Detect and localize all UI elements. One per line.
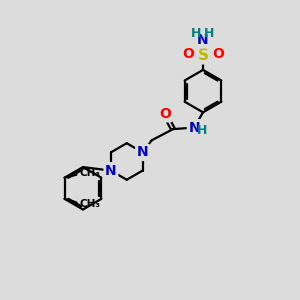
Text: N: N [188, 121, 200, 135]
Text: O: O [212, 47, 224, 61]
Text: S: S [197, 48, 208, 63]
Text: O: O [159, 107, 171, 121]
Text: O: O [182, 47, 194, 61]
Text: H: H [191, 27, 202, 40]
Text: CH₃: CH₃ [80, 199, 101, 209]
Text: H: H [204, 27, 215, 40]
Text: N: N [105, 164, 117, 178]
Text: CH₃: CH₃ [80, 168, 101, 178]
Text: N: N [197, 33, 209, 47]
Text: H: H [197, 124, 208, 137]
Text: N: N [137, 146, 148, 159]
